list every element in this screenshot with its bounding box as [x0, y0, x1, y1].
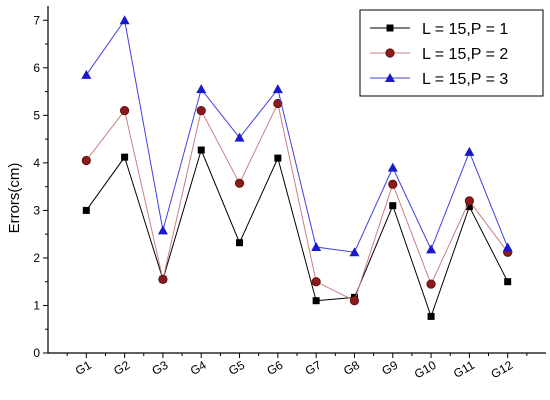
y-tick-label: 5 [33, 108, 40, 122]
data-point-triangle [426, 244, 437, 254]
x-tick-label: G7 [303, 358, 324, 378]
y-tick-label: 2 [33, 251, 40, 265]
data-point-square [82, 206, 90, 214]
series-3 [81, 15, 513, 257]
data-point-triangle [387, 162, 398, 172]
legend-entry: L = 15,P = 3 [370, 71, 508, 88]
series-line [85, 148, 509, 318]
series-1 [82, 146, 512, 320]
data-point-circle [311, 277, 321, 287]
y-axis-label: Errors(cm) [6, 163, 23, 234]
data-point-square [312, 297, 320, 305]
data-point-circle [388, 179, 398, 189]
data-point-triangle [311, 241, 322, 251]
data-point-square [274, 154, 282, 162]
data-point-square [236, 239, 244, 247]
series-line [85, 18, 509, 253]
data-point-square [389, 202, 397, 210]
data-point-square [121, 153, 129, 161]
data-point-triangle [502, 242, 513, 252]
data-point-triangle [234, 132, 245, 142]
data-point-square [465, 203, 473, 211]
data-point-circle [464, 196, 474, 206]
data-point-square [504, 278, 512, 286]
data-point-circle [234, 178, 245, 188]
x-tick-label: G1 [73, 358, 94, 378]
data-point-circle [120, 105, 130, 116]
data-point-square [197, 146, 205, 154]
data-point-triangle [119, 15, 130, 25]
x-tick-label: G5 [226, 358, 247, 378]
legend-entry: L = 15,P = 1 [370, 21, 508, 38]
data-point-triangle [464, 146, 475, 156]
data-point-circle [273, 98, 283, 109]
x-tick-label: G9 [379, 358, 400, 378]
data-point-circle [196, 105, 206, 116]
data-point-circle [385, 48, 395, 58]
data-point-triangle [81, 69, 92, 79]
legend-label: L = 15,P = 1 [422, 21, 508, 38]
data-point-circle [426, 279, 436, 289]
y-tick-label: 0 [33, 346, 40, 360]
data-point-circle [81, 155, 91, 166]
series-2 [81, 98, 513, 306]
legend-label: L = 15,P = 2 [422, 46, 508, 63]
data-point-triangle [385, 73, 395, 82]
x-tick-label: G11 [451, 358, 477, 381]
x-tick-labels: G1 G2 G3 G4 G5 G6 G7 G8 G9 G10 G11 G12 [73, 358, 516, 382]
x-tick-label: G4 [188, 358, 209, 378]
y-tick-labels: 0 1 2 3 4 5 6 7 [33, 13, 40, 360]
data-point-square [427, 312, 435, 320]
data-point-triangle [272, 84, 283, 94]
data-point-triangle [196, 84, 207, 94]
data-point-triangle [157, 225, 168, 235]
x-tick-label: G6 [264, 358, 285, 378]
x-tick-label: G3 [150, 358, 171, 378]
data-point-circle [158, 274, 168, 284]
x-tick-label: G2 [111, 358, 132, 378]
y-tick-label: 3 [33, 203, 40, 217]
legend-entry: L = 15,P = 2 [370, 46, 508, 63]
series-line [85, 101, 509, 302]
data-point-circle [349, 296, 360, 306]
y-tick-label: 7 [33, 13, 40, 27]
y-tick-label: 6 [33, 61, 40, 75]
x-tick-label: G12 [489, 358, 516, 382]
y-tick-label: 4 [33, 156, 40, 170]
series-layer [81, 15, 513, 320]
x-tick-label: G10 [412, 358, 439, 382]
data-point-triangle [349, 247, 360, 257]
x-tick-label: G8 [341, 358, 362, 378]
data-point-square [386, 24, 394, 32]
legend: L = 15,P = 1 L = 15,P = 2 L = 15,P = 3 [359, 9, 544, 97]
axes [43, 6, 546, 358]
y-tick-label: 1 [33, 298, 40, 312]
legend-label: L = 15,P = 3 [422, 71, 508, 88]
